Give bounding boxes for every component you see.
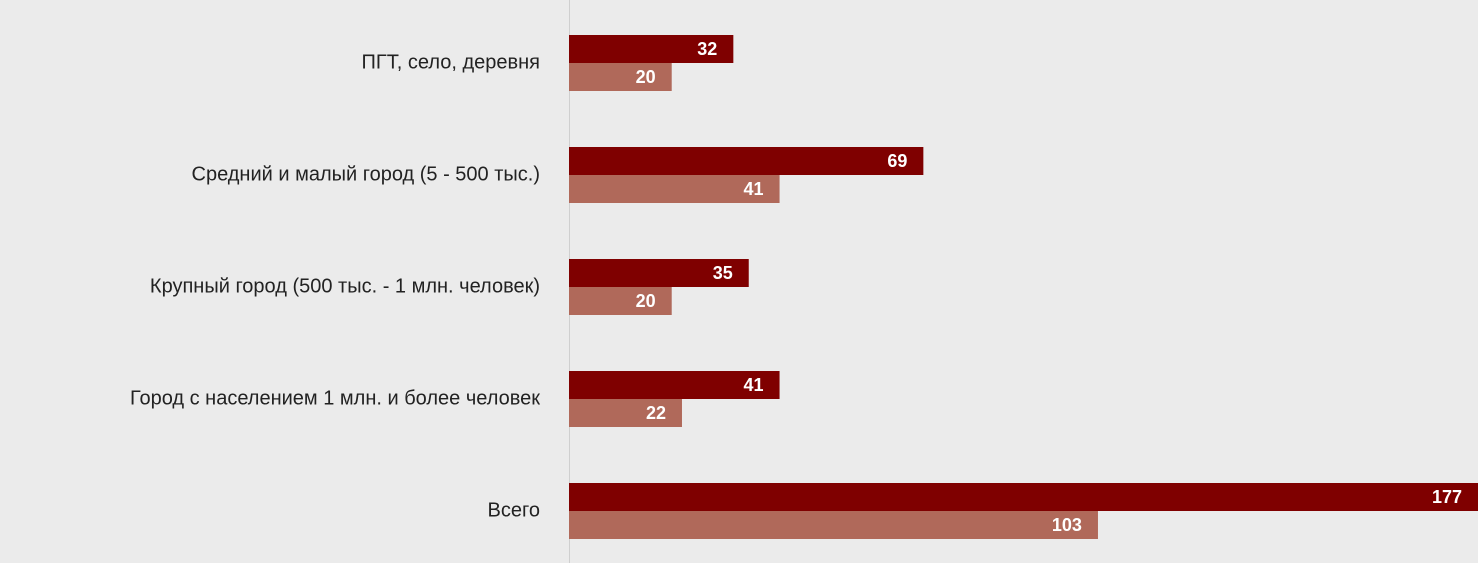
category-label: Крупный город (500 тыс. - 1 млн. человек… — [150, 275, 540, 297]
value-label: 69 — [887, 151, 907, 171]
value-label: 20 — [636, 67, 656, 87]
value-label: 32 — [697, 39, 717, 59]
bar — [569, 287, 672, 315]
bar — [569, 371, 780, 399]
bar — [569, 483, 1478, 511]
bar — [569, 399, 682, 427]
value-label: 20 — [636, 291, 656, 311]
value-label: 22 — [646, 403, 666, 423]
value-label: 177 — [1432, 487, 1462, 507]
category-label: Всего — [488, 499, 540, 521]
bar — [569, 63, 672, 91]
value-label: 35 — [713, 263, 733, 283]
category-label: ПГТ, село, деревня — [362, 51, 540, 73]
value-label: 41 — [744, 179, 764, 199]
category-label: Средний и малый город (5 - 500 тыс.) — [192, 163, 541, 185]
value-label: 103 — [1052, 515, 1082, 535]
bar — [569, 147, 924, 175]
bar — [569, 511, 1098, 539]
bar — [569, 35, 734, 63]
bar — [569, 175, 780, 203]
value-label: 41 — [744, 375, 764, 395]
category-label: Город с населением 1 млн. и более челове… — [130, 387, 540, 409]
bar — [569, 259, 749, 287]
